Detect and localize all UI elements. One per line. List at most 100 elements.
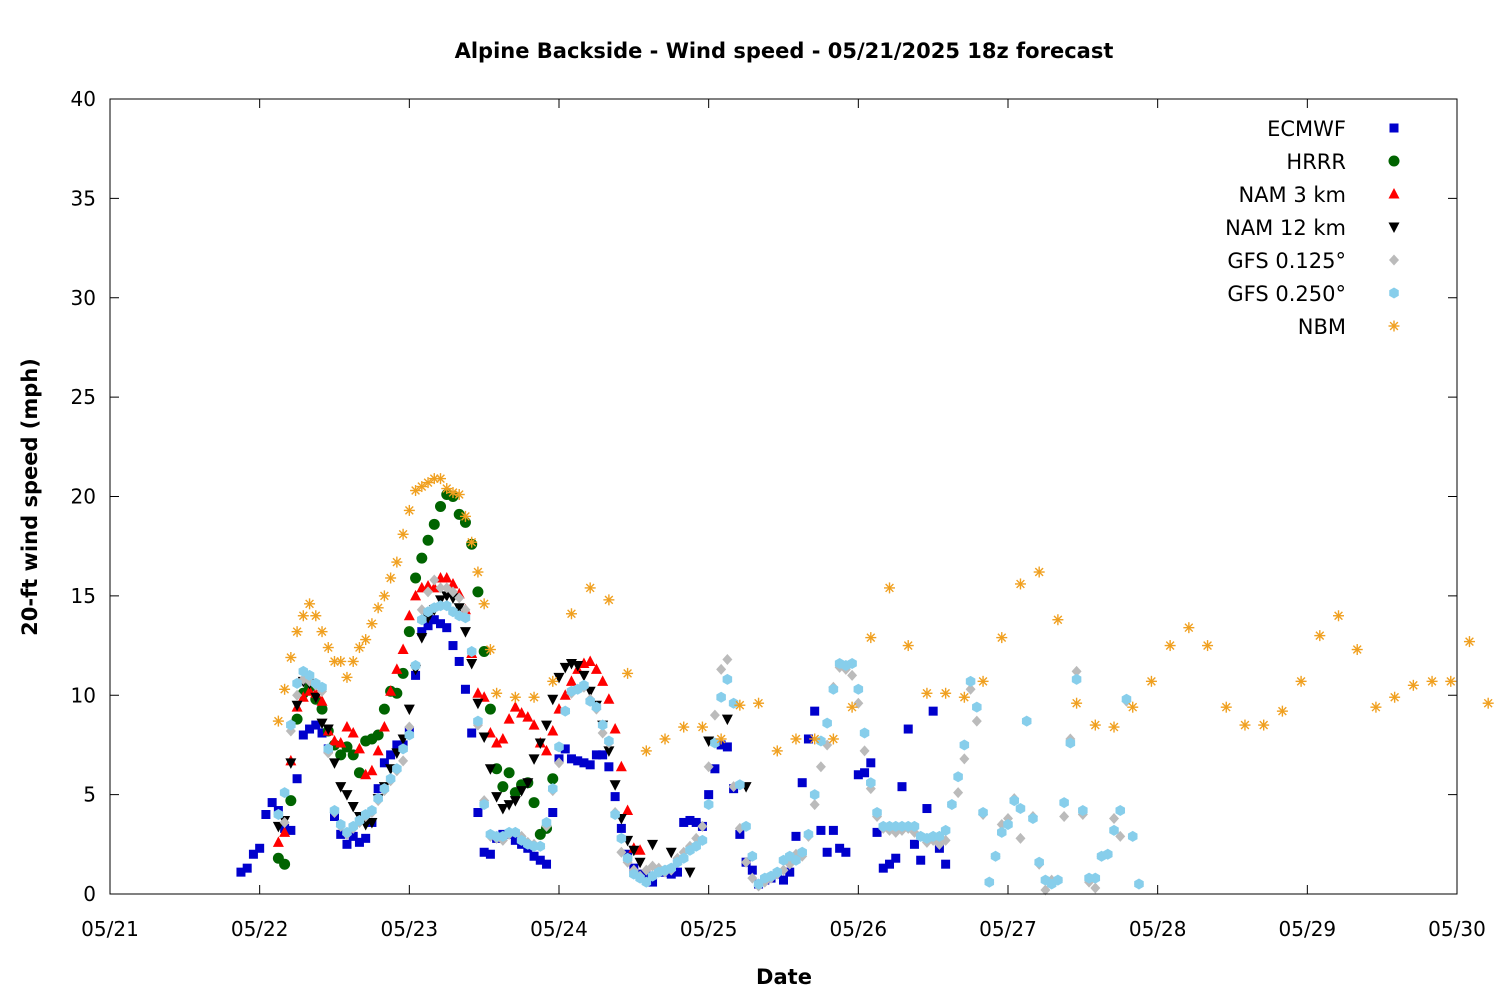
nam-12-km-point bbox=[503, 800, 515, 811]
nam-12-km-point bbox=[559, 662, 571, 674]
gfs-0-250-point bbox=[1121, 693, 1132, 705]
gfs-0-125-point bbox=[292, 689, 303, 701]
gfs-0-250-point bbox=[859, 727, 870, 739]
nam-12-km-point bbox=[497, 804, 509, 815]
nam-3-km-point bbox=[372, 744, 384, 756]
nam-3-km-point bbox=[547, 725, 559, 736]
ecmwf-point bbox=[479, 847, 489, 857]
gfs-0-250-point bbox=[560, 705, 570, 717]
gfs-0-125-point bbox=[847, 669, 858, 681]
nbm-point bbox=[441, 483, 453, 495]
ecmwf-point bbox=[704, 790, 714, 800]
legend-label: NAM 3 km bbox=[1238, 183, 1346, 207]
nam-12-km-point bbox=[341, 790, 353, 801]
legend-marker bbox=[1388, 188, 1400, 199]
nbm-point bbox=[902, 640, 914, 652]
gfs-0-250-point bbox=[1065, 737, 1076, 749]
nbm-point bbox=[846, 701, 858, 713]
nbm-point bbox=[366, 618, 378, 630]
nam-3-km-point bbox=[609, 723, 621, 734]
y-tick-label: 35 bbox=[71, 186, 96, 210]
legend-label: NAM 12 km bbox=[1225, 216, 1346, 240]
nbm-point bbox=[297, 610, 309, 622]
x-axis-title: Date bbox=[756, 965, 812, 989]
gfs-0-250-point bbox=[959, 739, 970, 751]
legend-item-gfs-0-125: GFS 0.125° bbox=[1227, 249, 1399, 273]
legend-marker bbox=[1389, 287, 1399, 299]
gfs-0-250-point bbox=[1103, 848, 1113, 860]
ecmwf-point bbox=[828, 825, 838, 835]
nbm-point bbox=[528, 691, 540, 703]
nam-3-km-point bbox=[634, 844, 646, 855]
gfs-0-250-point bbox=[710, 737, 720, 749]
nam-3-km-point bbox=[422, 579, 434, 591]
nam-12-km-point bbox=[366, 817, 378, 829]
gfs-0-125-point bbox=[447, 586, 458, 598]
ecmwf-point bbox=[866, 758, 876, 768]
gfs-0-250-point bbox=[1028, 812, 1038, 824]
nam-3-km-point bbox=[491, 736, 503, 748]
ecmwf-point bbox=[261, 810, 271, 819]
nbm-point bbox=[977, 675, 989, 687]
ecmwf-point bbox=[710, 764, 720, 774]
nbm-point bbox=[678, 721, 690, 733]
y-tick-label: 20 bbox=[71, 485, 96, 509]
gfs-0-125-point bbox=[1059, 810, 1070, 822]
nam-3-km-point bbox=[622, 804, 634, 816]
x-tick-label: 05/27 bbox=[979, 917, 1037, 941]
ecmwf-point bbox=[236, 867, 246, 877]
gfs-0-125-point bbox=[971, 715, 982, 727]
gfs-0-125-point bbox=[959, 753, 970, 765]
y-tick-label: 40 bbox=[71, 87, 96, 111]
gfs-0-250-point bbox=[554, 741, 564, 753]
ecmwf-point bbox=[598, 750, 608, 760]
ecmwf-point bbox=[248, 849, 258, 859]
legend-marker bbox=[1389, 254, 1399, 266]
nbm-point bbox=[435, 473, 447, 485]
nbm-point bbox=[1164, 640, 1176, 652]
gfs-0-125-point bbox=[809, 799, 820, 811]
nbm-point bbox=[1220, 701, 1232, 713]
hrrr-point bbox=[528, 797, 540, 809]
nbm-point bbox=[753, 697, 765, 709]
gfs-0-250-point bbox=[735, 779, 745, 791]
ecmwf-point bbox=[535, 855, 545, 865]
nam-3-km-point bbox=[385, 685, 397, 696]
hrrr-point bbox=[279, 858, 291, 870]
gfs-0-125-point bbox=[398, 755, 409, 767]
ecmwf-point bbox=[548, 808, 558, 818]
gfs-0-250-point bbox=[997, 826, 1007, 838]
ecmwf-point bbox=[922, 804, 932, 814]
ecmwf-point bbox=[579, 758, 589, 768]
ecmwf-point bbox=[542, 859, 552, 869]
gfs-0-250-point bbox=[379, 783, 390, 795]
gfs-0-250-point bbox=[367, 805, 377, 817]
nam-12-km-point bbox=[453, 603, 465, 614]
ecmwf-point bbox=[672, 867, 682, 877]
hrrr-point bbox=[285, 795, 297, 807]
y-tick-label: 0 bbox=[83, 882, 96, 906]
gfs-0-250-point bbox=[947, 799, 957, 811]
nam-3-km-point bbox=[329, 734, 340, 746]
nam-12-km-point bbox=[547, 694, 559, 706]
x-tick-label: 05/21 bbox=[81, 917, 139, 941]
gfs-0-250-point bbox=[510, 826, 521, 838]
gfs-0-125-point bbox=[953, 787, 964, 799]
ecmwf-point bbox=[872, 827, 882, 837]
nbm-point bbox=[1089, 719, 1101, 731]
ecmwf-point bbox=[373, 784, 383, 794]
gfs-0-250-point bbox=[678, 852, 689, 864]
nbm-point bbox=[1071, 697, 1083, 709]
gfs-0-125-point bbox=[853, 697, 864, 709]
gfs-0-250-point bbox=[747, 850, 758, 862]
nbm-point bbox=[329, 655, 340, 667]
gfs-0-250-point bbox=[1115, 805, 1126, 817]
ecmwf-point bbox=[436, 619, 446, 629]
gfs-0-250-point bbox=[847, 657, 857, 669]
nbm-point bbox=[1370, 701, 1382, 713]
ecmwf-point bbox=[610, 792, 620, 802]
hrrr-point bbox=[478, 646, 490, 658]
nbm-point bbox=[447, 487, 459, 499]
gfs-0-250-point bbox=[797, 846, 807, 858]
nbm-point bbox=[640, 745, 652, 757]
